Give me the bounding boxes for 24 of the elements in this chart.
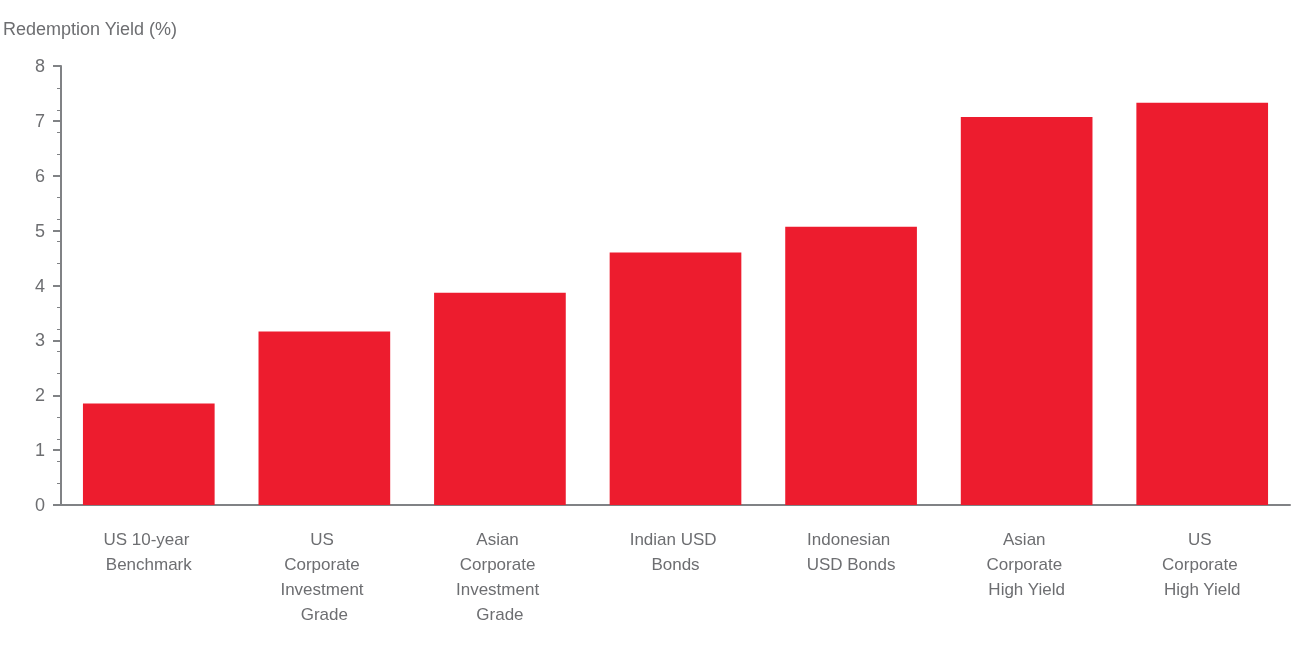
x-tick-label: Indonesian USD Bonds bbox=[806, 530, 896, 574]
y-tick-label: 2 bbox=[34, 385, 45, 406]
bar bbox=[82, 403, 215, 505]
y-axis-title: Redemption Yield (%) bbox=[3, 19, 178, 39]
bar bbox=[1136, 102, 1269, 505]
bar bbox=[258, 331, 391, 505]
x-tick-label: Asian Corporate High Yield bbox=[986, 530, 1067, 599]
bar bbox=[785, 226, 917, 505]
y-tick-label: 0 bbox=[34, 495, 45, 515]
x-tick-label: US Corporate High Yield bbox=[1162, 530, 1243, 599]
bar bbox=[960, 117, 1093, 505]
y-tick-label: 4 bbox=[34, 275, 45, 296]
x-tick-label: US 10-year Benchmark bbox=[103, 530, 195, 574]
y-tick-label: 8 bbox=[34, 56, 45, 76]
x-tick-label: US Corporate Investment Grade bbox=[280, 530, 369, 624]
y-tick-label: 3 bbox=[34, 330, 45, 351]
y-tick-label: 6 bbox=[34, 165, 45, 186]
y-tick-label: 5 bbox=[34, 220, 45, 241]
bar bbox=[609, 252, 742, 505]
y-tick-label: 1 bbox=[34, 440, 45, 461]
y-tick-label: 7 bbox=[34, 110, 45, 131]
x-tick-label: Asian Corporate Investment Grade bbox=[455, 530, 544, 624]
bar bbox=[434, 292, 566, 505]
x-tick-label: Indian USD Bonds bbox=[629, 530, 722, 574]
